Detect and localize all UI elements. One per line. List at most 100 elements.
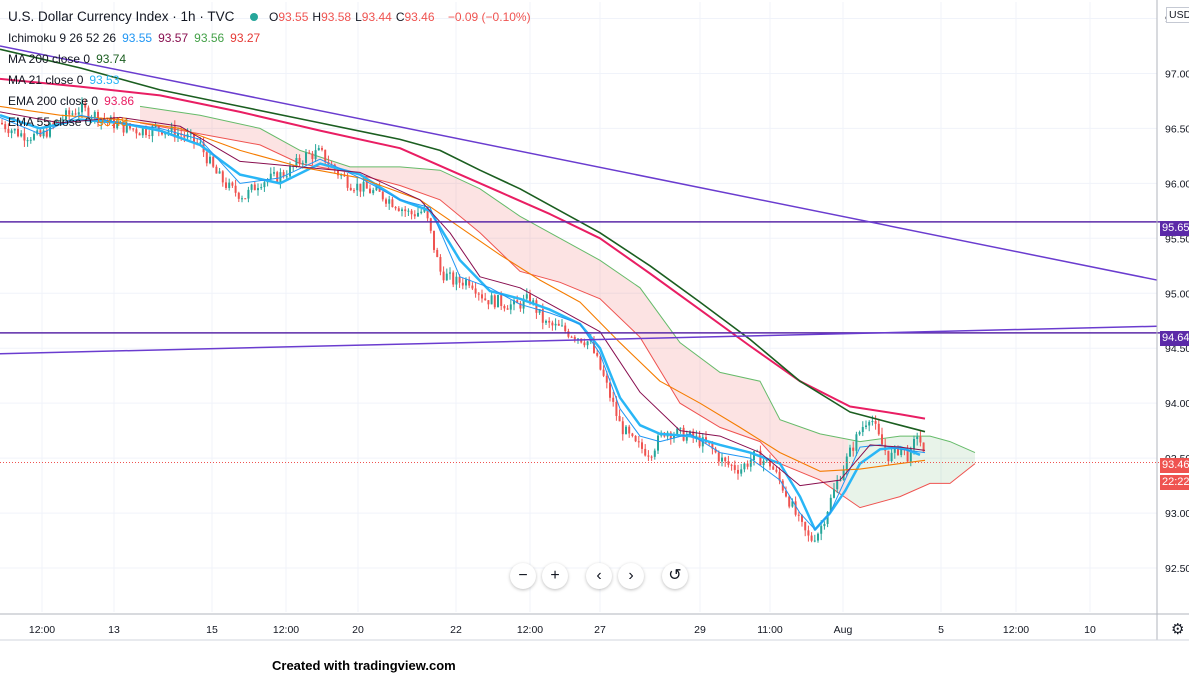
cloud-segment <box>548 231 552 281</box>
cloud-segment <box>864 440 868 507</box>
cloud-segment <box>560 238 564 284</box>
candle-body <box>922 442 925 452</box>
candle-body <box>218 171 221 174</box>
cloud-segment <box>428 169 432 197</box>
cloud-segment <box>220 119 224 139</box>
cloud-segment <box>196 114 200 134</box>
candle-body <box>743 463 746 470</box>
candle-body <box>717 452 720 462</box>
candle-body <box>836 480 839 490</box>
candle-body <box>679 427 682 429</box>
indicator-row[interactable]: EMA 55 close 0 93.48 <box>8 112 531 133</box>
candle-body <box>433 230 435 250</box>
cloud-segment <box>740 376 744 436</box>
candle-body <box>167 131 170 133</box>
candle-body <box>189 133 192 135</box>
x-tick-label: Aug <box>834 624 853 636</box>
indicator-row[interactable]: MA 21 close 0 93.53 <box>8 70 531 91</box>
x-tick-label: 13 <box>108 624 120 636</box>
candle-body <box>900 448 903 455</box>
indicator-row[interactable]: Ichimoku 9 26 52 26 93.55 93.57 93.56 93.27 <box>8 28 531 49</box>
cloud-segment <box>948 441 952 484</box>
candle-body <box>413 214 416 217</box>
candle-body <box>557 323 560 326</box>
cloud-segment <box>744 377 748 438</box>
cloud-segment <box>772 404 776 460</box>
y-tick-label: 94.50 <box>1165 343 1189 355</box>
cloud-segment <box>416 168 420 193</box>
candle-body <box>804 521 807 531</box>
candle-body <box>74 113 77 115</box>
cloud-segment <box>612 268 616 315</box>
cloud-segment <box>464 181 468 223</box>
candle-body <box>49 123 51 137</box>
cloud-segment <box>564 240 568 286</box>
indicator-row[interactable]: EMA 200 close 0 93.86 <box>8 91 531 112</box>
candle-body <box>17 128 19 137</box>
cloud-segment <box>932 436 936 484</box>
x-tick-label: 10 <box>1084 624 1096 636</box>
candle-body <box>42 130 45 137</box>
scroll-right-button[interactable]: › <box>618 563 644 589</box>
cloud-segment <box>256 127 260 145</box>
candle-body <box>471 285 474 289</box>
candle-body <box>529 294 531 304</box>
candle-body <box>285 176 288 178</box>
cloud-segment <box>492 197 496 249</box>
zoom-out-button[interactable]: − <box>510 563 536 589</box>
currency-unit[interactable]: USD <box>1166 7 1189 23</box>
candle-body <box>583 342 586 346</box>
candle-body <box>625 426 627 435</box>
candle-body <box>231 182 234 186</box>
zoom-in-button[interactable]: + <box>542 563 568 589</box>
ohlc-values: O93.55 H93.58 L93.44 C93.46 <box>269 10 439 24</box>
chart-legend: U.S. Dollar Currency Index · 1h · TVC O9… <box>8 6 531 133</box>
candle-body <box>429 218 432 231</box>
candle-body <box>61 119 64 121</box>
candle-body <box>813 540 816 542</box>
candle-body <box>733 465 736 470</box>
candle-body <box>381 191 384 200</box>
candle-body <box>225 182 227 188</box>
candle-body <box>23 133 26 141</box>
candle-body <box>356 183 359 191</box>
cloud-segment <box>712 366 716 425</box>
candle-body <box>346 176 349 188</box>
candle-body <box>538 309 541 313</box>
candle-body <box>692 431 695 438</box>
cloud-segment <box>808 429 812 477</box>
candle-body <box>500 295 503 307</box>
cloud-segment <box>912 436 916 492</box>
cloud-segment <box>596 258 600 299</box>
candle-body <box>897 446 899 455</box>
reset-chart-button[interactable]: ↺ <box>662 563 688 589</box>
x-tick-label: 12:00 <box>273 624 299 636</box>
indicator-row[interactable]: MA 200 close 0 93.74 <box>8 49 531 70</box>
candle-body <box>263 182 266 188</box>
y-tick-label: 96.50 <box>1165 123 1189 135</box>
candle-body <box>791 501 794 507</box>
candle-body <box>45 130 48 137</box>
cloud-segment <box>412 167 416 192</box>
candle-body <box>833 489 835 498</box>
candle-body <box>868 421 871 426</box>
cloud-segment <box>380 166 384 182</box>
cloud-segment <box>604 263 608 307</box>
candle-body <box>826 511 829 524</box>
candle-body <box>273 172 275 174</box>
candle-body <box>810 535 813 541</box>
candle-body <box>58 120 61 122</box>
cloud-segment <box>200 115 204 135</box>
candle-body <box>615 401 618 416</box>
candle-body <box>93 111 96 118</box>
x-tick-label: 12:00 <box>29 624 55 636</box>
chart-grid <box>0 2 1157 612</box>
cloud-segment <box>520 216 524 273</box>
candle-body <box>29 139 32 141</box>
scroll-left-button[interactable]: ‹ <box>586 563 612 589</box>
symbol-title[interactable]: U.S. Dollar Currency Index · 1h · TVC <box>8 9 235 24</box>
candle-body <box>221 171 224 183</box>
cloud-segment <box>460 179 464 220</box>
settings-gear-icon[interactable]: ⚙ <box>1171 621 1185 638</box>
ohlc-value: 93.46 <box>404 10 435 24</box>
